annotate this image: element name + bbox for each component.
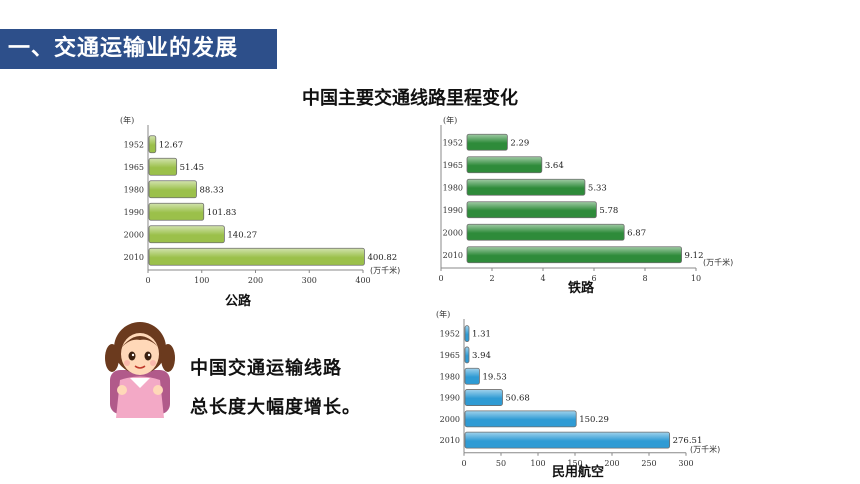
bar [464, 325, 470, 343]
speech-line-1: 中国交通运输线路 [190, 358, 342, 379]
bar [464, 389, 503, 406]
x-tick-label: 0 [438, 274, 443, 283]
value-label: 150.29 [579, 415, 609, 425]
railway-chart: (年) 0 2 4 6 8 10(万千米) 1952 2.29 1965 3.64 1980 5.33 1… [438, 115, 733, 283]
category-label: 1980 [443, 183, 463, 192]
aviation-chart: (年) 0 50 100 150 200 250 300 (万千米) 1952 1.31 1965 3.… [436, 309, 720, 468]
category-label: 2010 [443, 251, 463, 260]
category-label: 1952 [440, 330, 460, 339]
highway-chart: (年) 0 100 200 300 400(万千米) 1952 12.67 1965 51.45 1… [120, 115, 400, 285]
main-title: 中国主要交通线路里程变化 [302, 88, 518, 109]
x-tick-label: 0 [145, 276, 150, 285]
bar [466, 156, 543, 174]
bar [148, 135, 157, 154]
x-tick-label: 300 [678, 459, 693, 468]
category-label: 2000 [124, 230, 144, 239]
girl-illustration [105, 322, 175, 418]
bar [464, 367, 480, 385]
x-tick-label: 100 [194, 276, 209, 285]
value-label: 12.67 [159, 140, 183, 150]
bar [466, 133, 508, 151]
category-label: 1990 [440, 394, 460, 403]
bar [464, 410, 577, 428]
value-label: 51.45 [180, 163, 204, 173]
value-label: 6.87 [627, 228, 646, 238]
category-label: 2010 [440, 436, 460, 445]
category-label: 1990 [443, 206, 463, 215]
value-label: 5.33 [588, 183, 607, 193]
unit-label: (万千米) [690, 444, 720, 454]
x-tick-label: 400 [355, 276, 370, 285]
year-axis-label: (年) [120, 115, 134, 125]
bar [466, 201, 597, 219]
x-tick-label: 4 [540, 274, 545, 283]
category-label: 2000 [443, 228, 463, 237]
category-label: 1952 [443, 138, 463, 147]
unit-label: (万千米) [370, 265, 400, 275]
x-tick-label: 200 [604, 459, 619, 468]
bar [148, 225, 225, 244]
x-tick-label: 6 [591, 274, 596, 283]
bar [148, 157, 178, 176]
bar [466, 223, 625, 241]
category-label: 1965 [124, 163, 144, 172]
category-label: 1980 [124, 185, 144, 194]
x-tick-label: 200 [248, 276, 263, 285]
value-label: 50.68 [506, 394, 530, 404]
x-tick-label: 10 [691, 274, 701, 283]
x-tick-label: 50 [496, 459, 506, 468]
x-tick-label: 8 [642, 274, 647, 283]
highway-caption: 公路 [224, 294, 251, 309]
x-tick-label: 0 [461, 459, 466, 468]
railway-caption: 铁路 [567, 281, 594, 296]
x-tick-label: 150 [567, 459, 582, 468]
value-label: 5.78 [599, 206, 618, 216]
category-label: 1980 [440, 372, 460, 381]
category-label: 1965 [440, 351, 460, 360]
value-label: 140.27 [227, 230, 257, 240]
bar [466, 178, 586, 196]
x-tick-label: 250 [641, 459, 656, 468]
bar [148, 247, 365, 266]
x-tick-label: 100 [530, 459, 545, 468]
value-label: 1.31 [472, 330, 491, 340]
bar [464, 346, 470, 364]
value-label: 3.94 [472, 351, 491, 361]
speech-line-2: 总长度大幅度增长。 [190, 397, 361, 418]
x-tick-label: 2 [489, 274, 494, 283]
category-label: 1965 [443, 161, 463, 170]
category-label: 2010 [124, 253, 144, 262]
category-label: 2000 [440, 415, 460, 424]
bar [148, 202, 205, 221]
bar [466, 246, 682, 264]
bar [148, 180, 197, 199]
x-tick-label: 300 [302, 276, 317, 285]
section-header: 一、交通运输业的发展 [0, 29, 277, 69]
value-label: 276.51 [673, 436, 703, 446]
value-label: 9.12 [685, 251, 704, 261]
value-label: 19.53 [482, 372, 506, 382]
value-label: 101.83 [207, 208, 237, 218]
category-label: 1990 [124, 208, 144, 217]
value-label: 3.64 [545, 161, 564, 171]
value-label: 2.29 [510, 138, 529, 148]
aviation-caption: 民用航空 [551, 465, 604, 480]
bar [464, 431, 671, 449]
unit-label: (万千米) [703, 257, 733, 267]
value-label: 400.82 [367, 253, 397, 263]
year-axis-label: (年) [443, 115, 457, 125]
category-label: 1952 [124, 140, 144, 149]
year-axis-label: (年) [436, 309, 450, 319]
value-label: 88.33 [199, 185, 223, 195]
